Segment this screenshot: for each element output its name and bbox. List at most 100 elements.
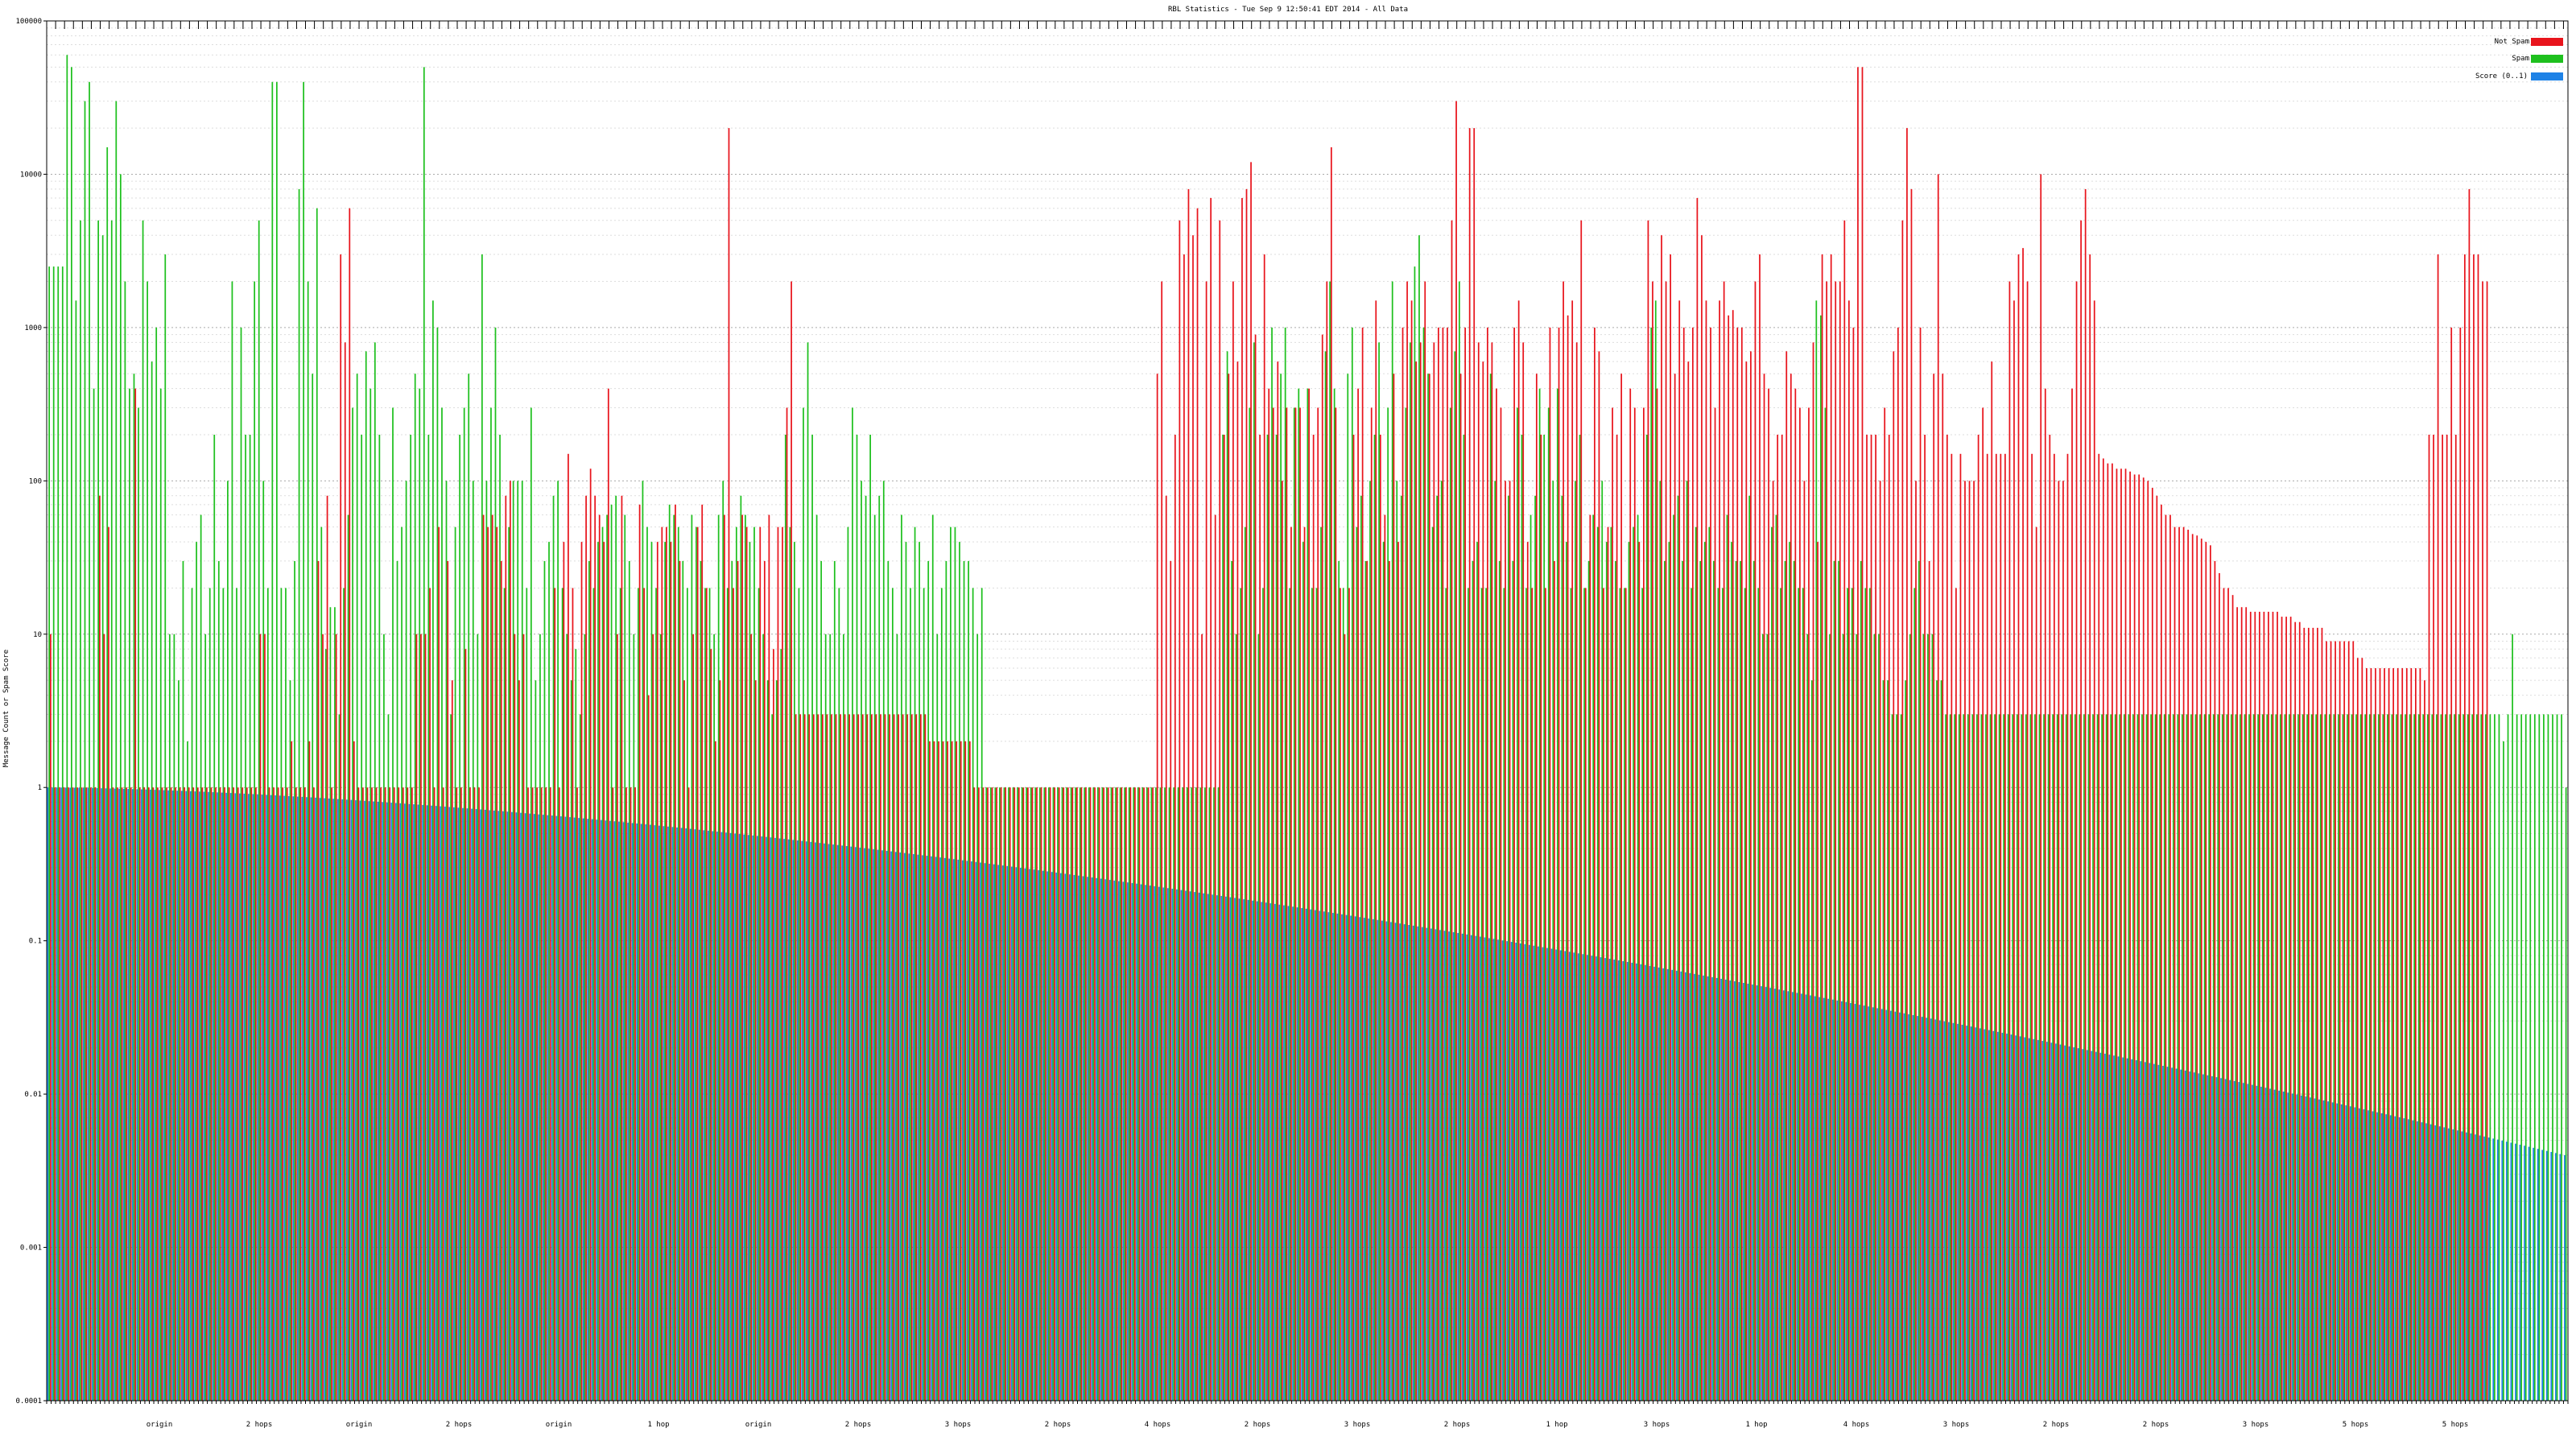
not-spam-bar	[299, 787, 302, 1401]
not-spam-bar	[1348, 588, 1350, 1401]
spam-bar	[1315, 588, 1318, 1401]
not-spam-bar	[2289, 617, 2292, 1401]
spam-bar	[1289, 588, 1291, 1401]
score-bar	[1140, 884, 1142, 1401]
score-bar	[101, 788, 102, 1401]
score-bar	[2099, 1052, 2102, 1401]
not-spam-bar	[1594, 327, 1596, 1401]
score-bar	[2157, 1064, 2160, 1401]
score-bar	[2091, 1051, 2093, 1401]
score-bar	[2256, 1085, 2258, 1401]
not-spam-bar	[964, 741, 967, 1401]
not-spam-bar	[1629, 388, 1632, 1402]
score-bar	[2505, 1141, 2508, 1401]
score-bar	[2287, 1092, 2289, 1401]
spam-bar	[557, 481, 559, 1402]
score-bar	[2447, 1128, 2450, 1401]
not-spam-bar	[80, 787, 83, 1401]
y-tick-label: 1	[38, 784, 42, 792]
spam-bar	[798, 588, 800, 1401]
score-bar	[729, 832, 732, 1401]
not-spam-bar	[509, 481, 511, 1402]
score-bar	[966, 861, 968, 1401]
score-bar	[1059, 873, 1062, 1401]
score-bar	[971, 861, 972, 1401]
not-spam-bar	[1170, 560, 1172, 1402]
not-spam-bar	[2437, 254, 2439, 1401]
score-bar	[2398, 1117, 2401, 1401]
score-bar	[1733, 980, 1736, 1401]
spam-bar	[164, 254, 167, 1401]
not-spam-bar	[2205, 542, 2207, 1401]
not-spam-bar	[598, 514, 601, 1401]
not-spam-bar	[201, 787, 204, 1401]
spam-bar	[2359, 714, 2362, 1401]
score-bar	[2305, 1096, 2307, 1401]
spam-bar	[905, 542, 907, 1401]
not-spam-bar	[2249, 611, 2252, 1401]
not-spam-bar	[126, 787, 127, 1401]
score-bar	[1711, 976, 1713, 1401]
score-bar	[275, 795, 276, 1401]
spam-bar	[1748, 495, 1751, 1401]
not-spam-bar	[1728, 315, 1730, 1401]
score-bar	[109, 788, 111, 1401]
score-bar	[761, 836, 763, 1401]
not-spam-bar	[1740, 327, 1743, 1401]
not-spam-bar	[1545, 588, 1546, 1401]
score-bar	[1694, 973, 1695, 1401]
spam-bar	[512, 481, 514, 1402]
spam-bar	[1449, 407, 1451, 1401]
spam-bar	[1654, 300, 1657, 1402]
score-bar	[868, 848, 870, 1401]
score-bar	[2037, 1039, 2039, 1401]
not-spam-bar	[2424, 680, 2425, 1401]
spam-bar	[1244, 526, 1246, 1401]
spam-bar	[664, 542, 667, 1401]
not-spam-bar	[1973, 481, 1975, 1402]
score-bar	[1176, 889, 1178, 1401]
spam-bar	[1021, 787, 1023, 1401]
spam-bar	[985, 787, 988, 1401]
not-spam-bar	[2174, 526, 2176, 1401]
score-bar	[208, 791, 209, 1401]
not-spam-bar	[407, 787, 409, 1401]
not-spam-bar	[2147, 481, 2149, 1402]
not-spam-bar	[2026, 281, 2029, 1402]
score-bar	[1872, 1007, 1874, 1401]
score-bar	[948, 858, 951, 1401]
spam-bar	[1793, 560, 1795, 1402]
spam-bar	[1887, 680, 1889, 1401]
not-spam-bar	[1326, 281, 1328, 1402]
score-bar	[355, 800, 357, 1401]
not-spam-bar	[2120, 469, 2122, 1402]
spam-bar	[753, 526, 755, 1401]
score-bar	[1564, 951, 1567, 1401]
spam-bar	[1579, 435, 1581, 1401]
not-spam-bar	[1187, 188, 1190, 1402]
score-bar	[1515, 943, 1517, 1401]
spam-bar	[2405, 714, 2406, 1401]
spam-bar	[2244, 714, 2246, 1401]
not-spam-bar	[331, 787, 332, 1401]
not-spam-bar	[1558, 327, 1560, 1401]
not-spam-bar	[773, 649, 774, 1401]
not-spam-bar	[1812, 342, 1814, 1401]
spam-bar	[414, 374, 416, 1401]
spam-bar	[1186, 787, 1188, 1401]
score-bar	[1154, 886, 1156, 1401]
spam-bar	[2422, 714, 2425, 1401]
spam-bar	[1833, 560, 1835, 1402]
spam-bar	[1806, 634, 1809, 1401]
not-spam-bar	[380, 787, 382, 1401]
score-bar	[1113, 880, 1116, 1401]
score-bar	[712, 831, 714, 1401]
not-spam-bar	[2000, 453, 2002, 1401]
spam-bar	[2105, 714, 2107, 1401]
not-spam-bar	[1701, 235, 1703, 1401]
score-bar	[1350, 915, 1352, 1401]
spam-bar	[1641, 588, 1643, 1401]
not-spam-bar	[1567, 315, 1569, 1401]
not-spam-bar	[2075, 281, 2078, 1402]
spam-bar	[588, 560, 590, 1402]
